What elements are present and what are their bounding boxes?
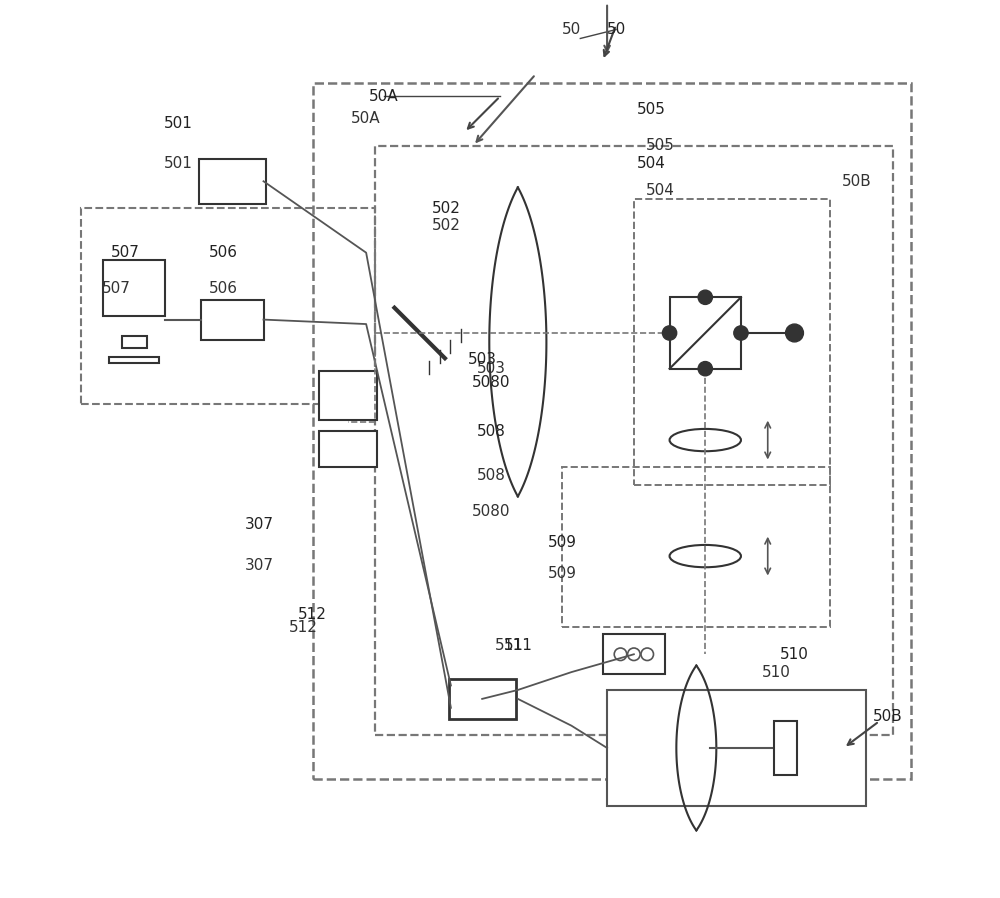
Text: 505: 505 <box>646 138 675 153</box>
Bar <box>103 260 165 316</box>
Ellipse shape <box>670 429 741 451</box>
Text: 510: 510 <box>762 665 791 680</box>
Circle shape <box>734 326 748 340</box>
Bar <box>199 159 266 204</box>
Text: 50A: 50A <box>369 89 399 104</box>
Text: 506: 506 <box>209 281 238 295</box>
Text: 50B: 50B <box>842 174 872 189</box>
Bar <box>122 336 147 348</box>
Bar <box>201 300 264 339</box>
Circle shape <box>698 290 712 304</box>
Ellipse shape <box>670 545 741 568</box>
Text: 5080: 5080 <box>472 504 510 519</box>
Text: 50: 50 <box>606 22 626 37</box>
Text: 506: 506 <box>209 245 238 260</box>
Circle shape <box>786 324 803 342</box>
Text: 503: 503 <box>468 352 497 367</box>
Text: 510: 510 <box>780 647 809 662</box>
Text: 512: 512 <box>298 607 327 621</box>
Text: 507: 507 <box>111 245 140 260</box>
Text: 501: 501 <box>164 116 193 131</box>
Bar <box>319 371 377 420</box>
Text: 512: 512 <box>289 620 318 635</box>
Text: 307: 307 <box>245 517 274 533</box>
Text: 50A: 50A <box>351 111 381 127</box>
Text: 503: 503 <box>477 361 506 376</box>
Text: 508: 508 <box>477 468 506 483</box>
Text: 50B: 50B <box>873 709 903 724</box>
Bar <box>109 357 159 363</box>
Circle shape <box>698 362 712 376</box>
Circle shape <box>662 326 677 340</box>
Text: 511: 511 <box>494 638 523 653</box>
Text: 507: 507 <box>102 281 131 295</box>
Text: 5080: 5080 <box>472 374 510 390</box>
Text: 505: 505 <box>637 102 666 118</box>
Text: 502: 502 <box>432 218 461 233</box>
Text: 504: 504 <box>637 156 666 171</box>
Text: 307: 307 <box>245 558 274 573</box>
Bar <box>603 634 665 674</box>
Text: 50: 50 <box>562 22 581 37</box>
Bar <box>449 679 516 719</box>
Text: 511: 511 <box>503 638 532 653</box>
FancyBboxPatch shape <box>607 690 866 806</box>
Bar <box>670 297 741 369</box>
Text: 501: 501 <box>164 156 193 171</box>
Text: 509: 509 <box>548 535 577 550</box>
Bar <box>774 721 797 775</box>
Text: 509: 509 <box>548 567 577 581</box>
Bar <box>319 431 377 467</box>
Text: 502: 502 <box>432 200 461 216</box>
Text: 508: 508 <box>477 424 506 438</box>
Text: 504: 504 <box>646 182 675 198</box>
